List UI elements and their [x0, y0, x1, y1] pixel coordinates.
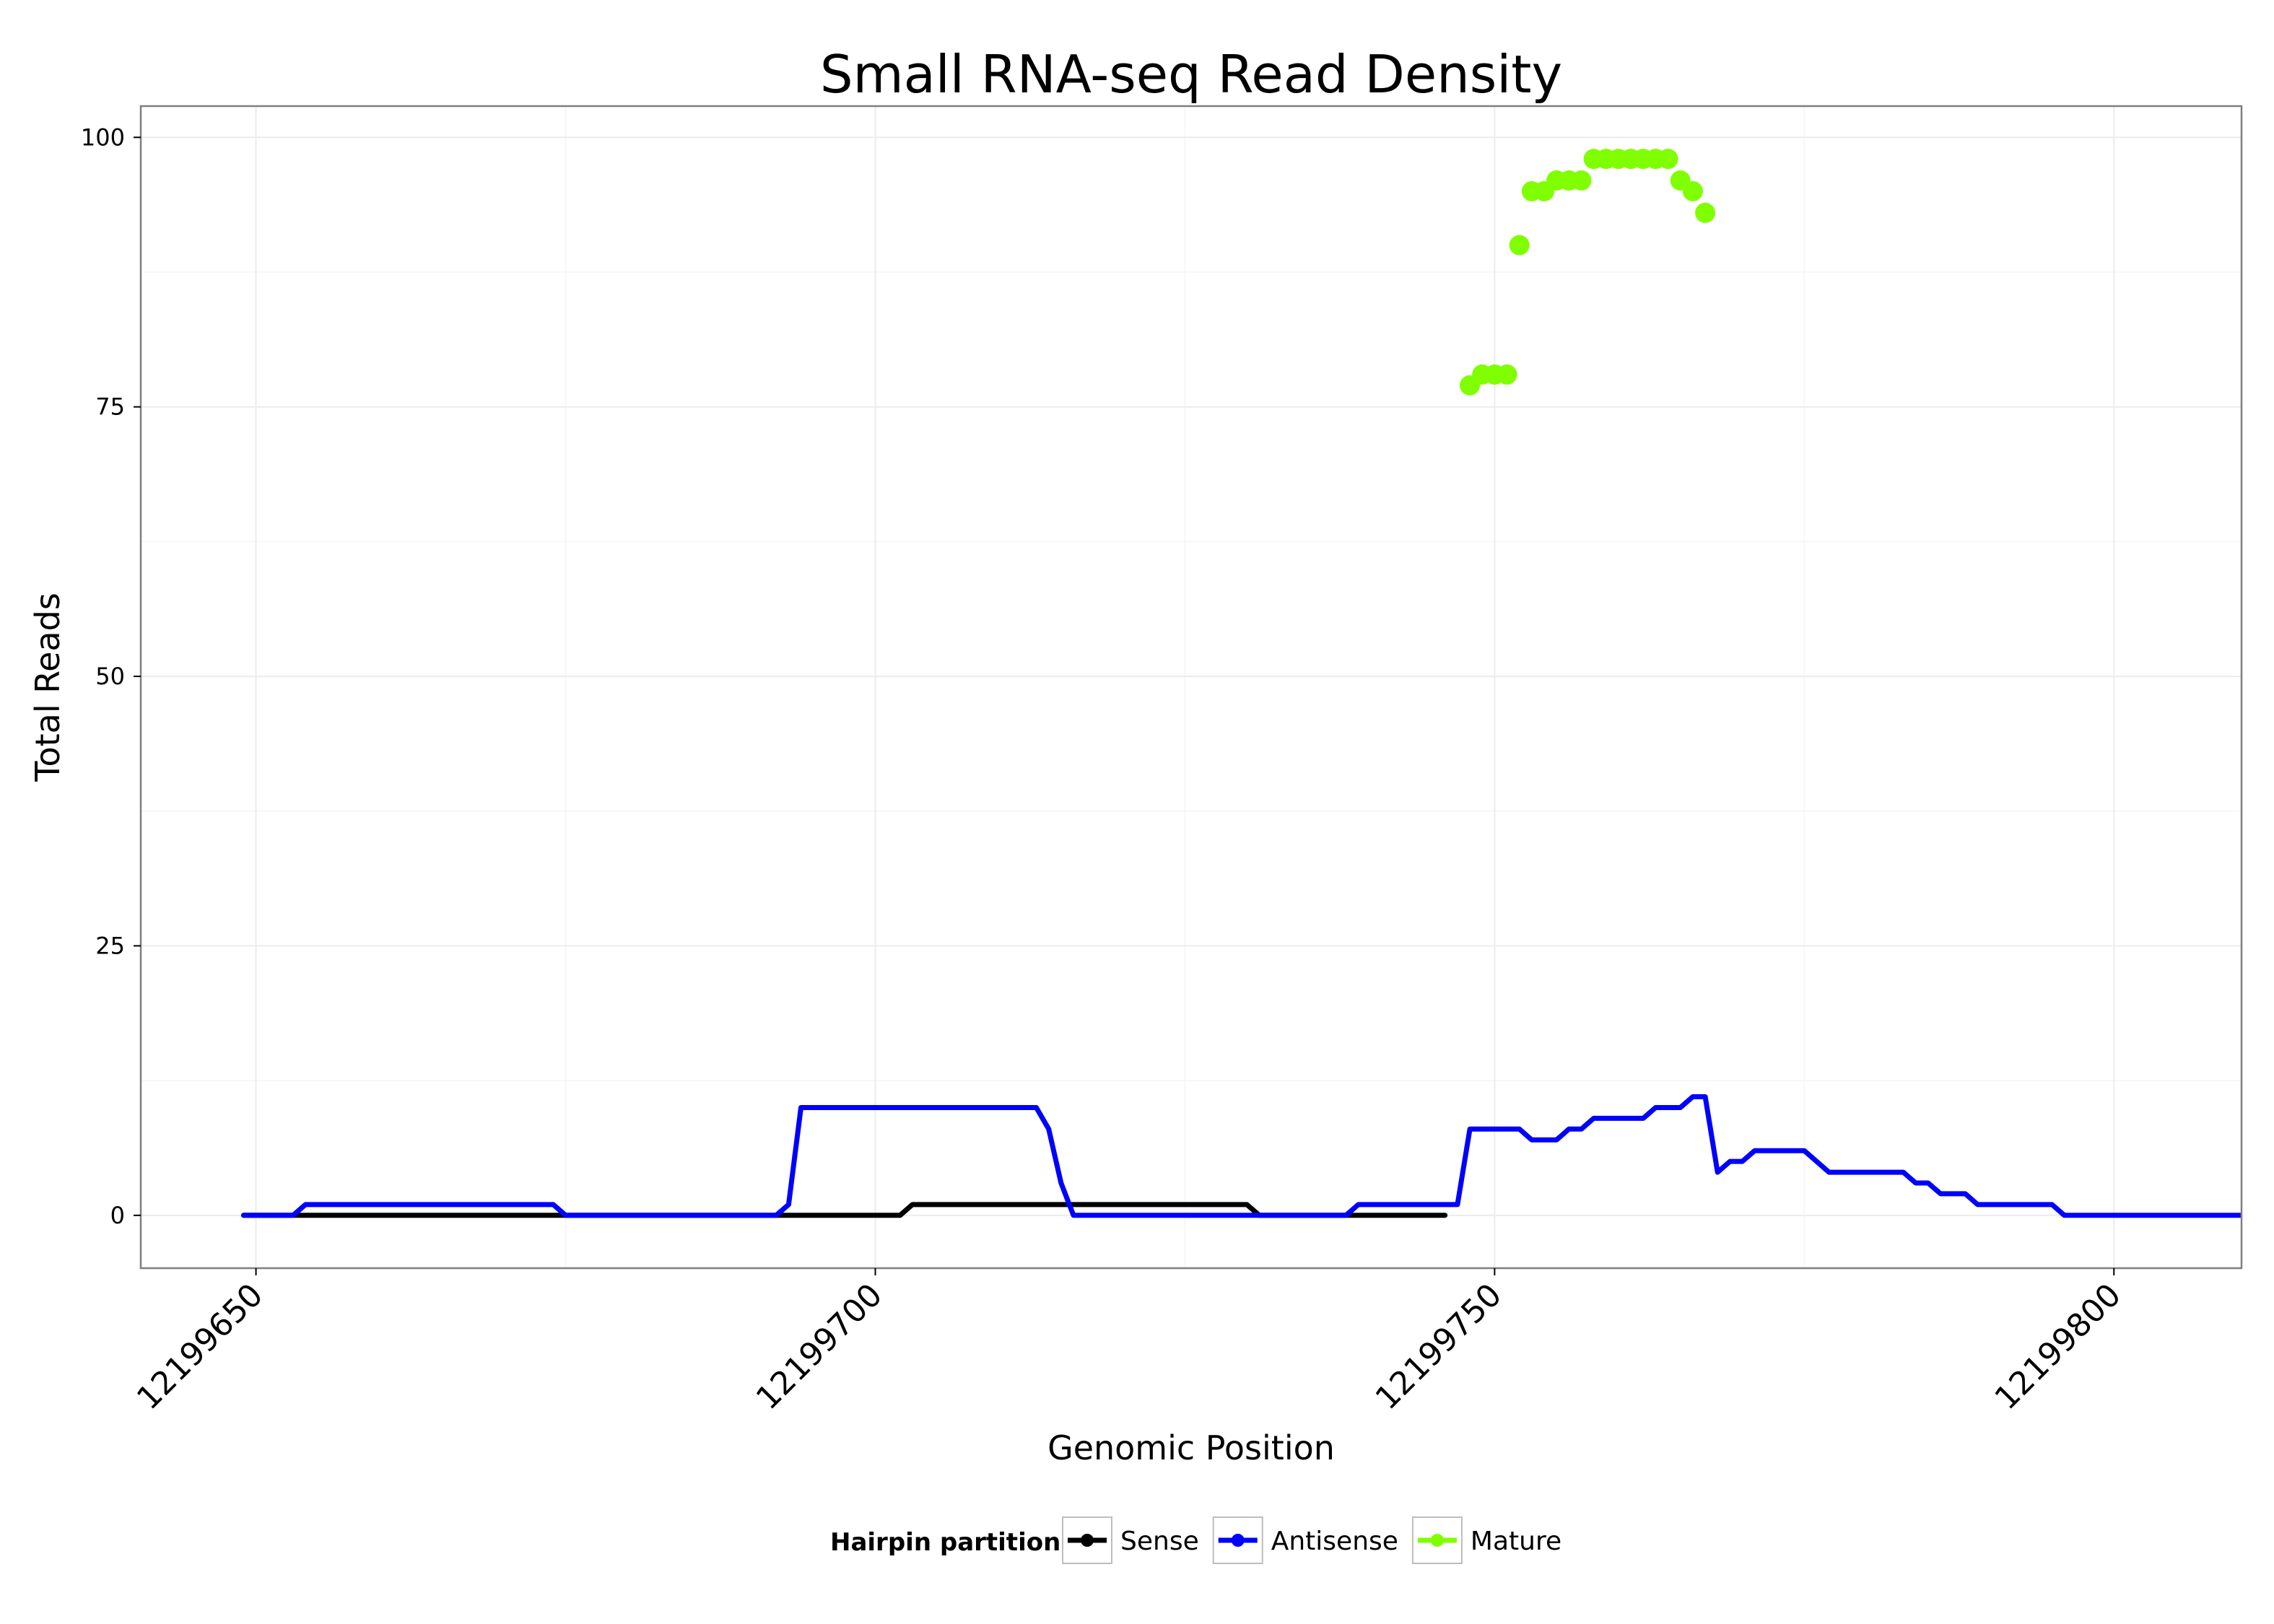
y-tick-label: 0 [110, 1202, 125, 1229]
y-tick-label: 25 [95, 932, 125, 959]
mature-point [1509, 235, 1530, 256]
x-axis: 12199650 12199700 12199750 12199800 [130, 1268, 2128, 1417]
plot-panel [141, 106, 2242, 1268]
y-axis: 0 25 50 75 100 [81, 123, 141, 1229]
x-axis-title: Genomic Position [1047, 1428, 1335, 1467]
legend-label-sense: Sense [1120, 1527, 1199, 1556]
legend-entry-antisense: Antisense [1212, 1516, 1398, 1564]
plot-border [139, 105, 2243, 1270]
legend-key-point [1081, 1534, 1094, 1547]
mature-point [1497, 364, 1517, 385]
chart-title: Small RNA-seq Read Density [820, 44, 1562, 105]
legend-entry-mature: Mature [1411, 1516, 1561, 1564]
x-tick-label: 12199750 [1369, 1277, 1509, 1417]
legend-entry-sense: Sense [1062, 1516, 1199, 1564]
x-tick-label: 12199800 [1988, 1277, 2128, 1417]
mature-point [1695, 202, 1716, 223]
legend-label-antisense: Antisense [1271, 1527, 1398, 1556]
legend-title: Hairpin partition [830, 1528, 1060, 1557]
legend-key-point [1231, 1534, 1245, 1547]
antisense-series-line [240, 1094, 2242, 1218]
grid-layer [141, 106, 2242, 1268]
x-tick-label: 12199700 [749, 1277, 889, 1417]
y-tick-label: 100 [81, 123, 125, 151]
x-tick-label: 12199650 [130, 1277, 270, 1417]
legend: Hairpin partition Sense Antisense Mature [830, 1516, 1561, 1564]
mature-point [1682, 180, 1703, 201]
mature-point [1571, 170, 1592, 191]
y-tick-label: 75 [95, 393, 125, 421]
mature-point [1657, 149, 1678, 170]
y-tick-label: 50 [95, 663, 125, 690]
y-axis-title: Total Reads [28, 593, 67, 782]
legend-label-mature: Mature [1471, 1527, 1561, 1556]
legend-key-point [1430, 1534, 1444, 1547]
series-layer [240, 149, 2242, 1218]
